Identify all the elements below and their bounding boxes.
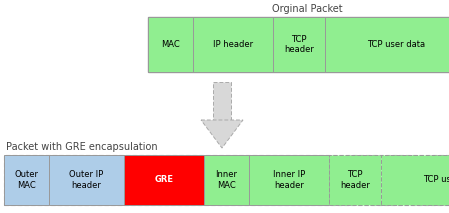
Text: Inner
MAC: Inner MAC — [216, 170, 238, 190]
Bar — [273, 17, 325, 72]
Text: IP header: IP header — [213, 40, 253, 49]
Bar — [4, 155, 449, 205]
Bar — [193, 17, 273, 72]
Bar — [325, 17, 449, 72]
Text: MAC: MAC — [161, 40, 180, 49]
Text: Outer
MAC: Outer MAC — [14, 170, 39, 190]
Text: Outer IP
header: Outer IP header — [70, 170, 104, 190]
Text: GRE: GRE — [154, 176, 173, 184]
Bar — [213, 82, 231, 120]
Bar — [4, 155, 49, 205]
Text: TCP
header: TCP header — [340, 170, 370, 190]
Text: Packet with GRE encapsulation: Packet with GRE encapsulation — [6, 142, 158, 152]
Bar — [329, 155, 381, 205]
Text: TCP
header: TCP header — [284, 35, 314, 54]
Bar — [124, 155, 204, 205]
Polygon shape — [201, 120, 243, 148]
Bar — [249, 155, 329, 205]
Bar — [148, 17, 449, 72]
Bar — [381, 155, 449, 205]
Bar — [148, 17, 193, 72]
Bar — [204, 155, 249, 205]
Text: Orginal Packet: Orginal Packet — [272, 4, 343, 14]
Text: Inner IP
header: Inner IP header — [273, 170, 305, 190]
Bar — [49, 155, 124, 205]
Text: TCP user data: TCP user data — [367, 40, 425, 49]
Text: TCP user data: TCP user data — [423, 176, 449, 184]
